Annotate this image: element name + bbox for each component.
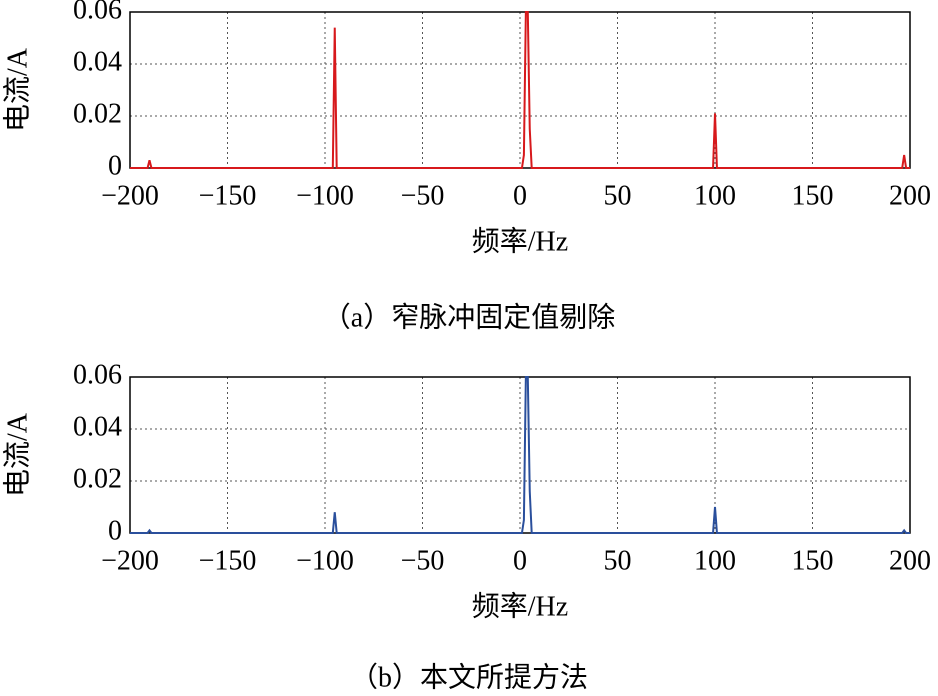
x-tick-label: 50	[604, 180, 632, 211]
y-axis-label: 电流/A	[1, 47, 33, 132]
spectrum-line	[130, 376, 910, 534]
y-tick-label: 0.02	[73, 463, 122, 494]
x-tick-label: 150	[792, 545, 834, 576]
x-tick-label: −150	[199, 545, 257, 576]
caption: （b）本文所提方法	[350, 661, 588, 691]
y-tick-label: 0.06	[73, 0, 122, 25]
spectrum-line	[130, 11, 910, 169]
x-tick-label: −100	[296, 545, 354, 576]
x-tick-label: 200	[889, 545, 931, 576]
y-tick-label: 0.06	[73, 359, 122, 390]
x-tick-label: 150	[792, 180, 834, 211]
x-tick-label: 0	[513, 545, 527, 576]
x-tick-label: −100	[296, 180, 354, 211]
y-axis-label: 电流/A	[1, 412, 33, 497]
x-tick-label: −200	[101, 545, 159, 576]
x-axis-label: 频率/Hz	[472, 225, 568, 257]
x-tick-label: 0	[513, 180, 527, 211]
x-tick-label: −200	[101, 180, 159, 211]
x-tick-label: 50	[604, 545, 632, 576]
y-tick-label: 0.02	[73, 98, 122, 129]
x-tick-label: −50	[401, 180, 445, 211]
y-tick-label: 0	[108, 515, 122, 546]
y-tick-label: 0.04	[73, 411, 122, 442]
plot-frame	[129, 376, 911, 534]
y-tick-label: 0.04	[73, 46, 122, 77]
x-tick-label: −50	[401, 545, 445, 576]
x-tick-label: 100	[694, 180, 736, 211]
x-axis-label: 频率/Hz	[472, 590, 568, 622]
plot-frame	[129, 11, 911, 169]
x-tick-label: 100	[694, 545, 736, 576]
caption: （a）窄脉冲固定值剔除	[323, 301, 615, 333]
x-tick-label: 200	[889, 180, 931, 211]
y-tick-label: 0	[108, 150, 122, 181]
x-tick-label: −150	[199, 180, 257, 211]
